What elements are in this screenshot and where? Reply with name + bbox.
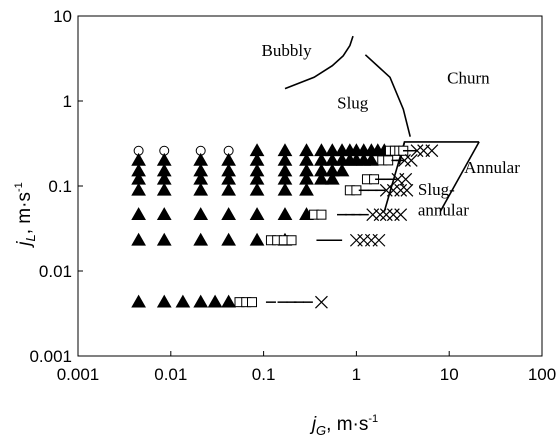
y-tick-label: 10 (53, 7, 72, 26)
region-labels: Bubbly Slug Churn Annular Slug-annular (262, 41, 521, 220)
triangle-marker (364, 152, 379, 166)
triangle-marker (249, 182, 265, 196)
axis-ticks: 0.001 0.01 0.1 1 10 100 0.001 0.01 0.1 1 10 (29, 7, 556, 384)
triangle-marker (156, 182, 172, 196)
boundary-annular-lower (439, 141, 480, 212)
triangle-marker (277, 207, 293, 221)
triangle-marker (299, 182, 314, 196)
x-tick-label: 1 (352, 365, 361, 384)
cross-marker (379, 183, 393, 197)
triangle-marker (131, 182, 146, 196)
plot-frame (77, 15, 543, 357)
triangle-marker (277, 182, 293, 196)
cross-marker (349, 233, 363, 247)
cross-marker (400, 183, 414, 197)
cross-marker (373, 208, 387, 222)
triangle-marker (334, 163, 350, 177)
triangle-marker (207, 294, 223, 308)
triangle-marker (221, 182, 236, 196)
triangle-marker (221, 232, 236, 246)
triangle-marker (156, 232, 172, 246)
region-label: annular (418, 200, 469, 219)
triangle-marker (175, 294, 191, 308)
cross-marker (379, 208, 393, 222)
y-tick-label: 0.001 (29, 347, 72, 366)
triangle-marker (193, 294, 209, 308)
data-markers (131, 143, 439, 309)
x-tick-label: 0.001 (57, 365, 100, 384)
triangle-marker (193, 207, 209, 221)
cross-marker (315, 295, 328, 309)
triangle-marker (193, 182, 209, 196)
triangle-marker (131, 294, 146, 308)
triangle-marker (314, 171, 329, 185)
boundary-bubbly-slug (284, 35, 354, 90)
cross-marker (372, 233, 386, 247)
square-marker (383, 155, 394, 166)
plot-area-border (77, 15, 543, 357)
triangle-marker (221, 294, 236, 308)
triangle-marker (221, 207, 236, 221)
x-tick-label: 0.01 (154, 365, 187, 384)
region-label: Churn (447, 69, 490, 88)
triangle-marker (193, 232, 209, 246)
square-marker (247, 297, 258, 308)
cross-marker (399, 172, 413, 186)
boundary-slug-churn (364, 54, 411, 137)
region-label: Annular (464, 158, 520, 177)
triangle-marker (131, 207, 146, 221)
square-marker (286, 235, 297, 246)
y-tick-label: 0.01 (39, 262, 72, 281)
region-label: Bubbly (262, 41, 313, 60)
triangle-marker (156, 207, 172, 221)
y-tick-label: 0.1 (48, 177, 72, 196)
triangle-marker (131, 232, 146, 246)
region-label: Slug- (418, 180, 455, 199)
y-axis-label: jL, m·s-1 (13, 182, 38, 248)
x-tick-label: 10 (440, 365, 459, 384)
cross-marker (386, 208, 400, 222)
triangle-marker (324, 171, 340, 185)
square-marker (316, 209, 327, 220)
cross-marker (394, 183, 408, 197)
x-tick-label: 0.1 (252, 365, 276, 384)
triangle-marker (249, 207, 265, 221)
triangle-marker (249, 232, 265, 246)
x-axis-label: jG, m·s-1 (309, 413, 378, 438)
region-label: Slug (337, 93, 369, 112)
cross-marker (394, 208, 408, 222)
y-tick-label: 1 (63, 92, 72, 111)
triangle-marker (156, 294, 172, 308)
x-tick-label: 100 (528, 365, 556, 384)
cross-marker (425, 144, 439, 158)
cross-marker (386, 183, 400, 197)
cross-marker (404, 153, 418, 167)
